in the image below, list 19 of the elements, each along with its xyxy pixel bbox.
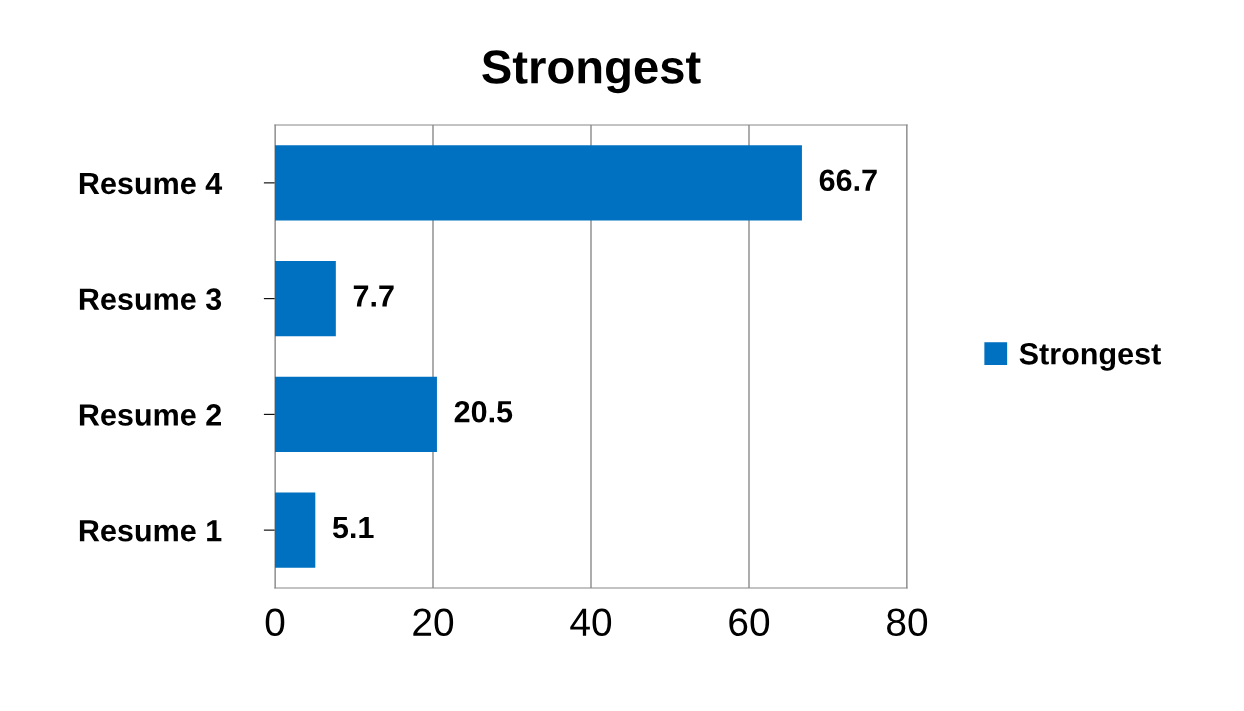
y-tick-label: Resume 1	[79, 520, 222, 542]
bar	[275, 492, 316, 568]
chart-title: Strongest	[482, 50, 701, 94]
x-tick-label: 80	[887, 608, 928, 637]
y-tick-label: Resume 2	[79, 404, 222, 426]
x-tick-label: 60	[729, 608, 770, 637]
bar	[275, 145, 802, 221]
legend-label: Strongest	[1019, 343, 1161, 371]
data-label: 20.5	[454, 400, 513, 423]
x-tick-label: 40	[570, 608, 612, 637]
bar	[275, 261, 336, 337]
y-tick-label: Resume 4	[79, 172, 223, 195]
bar	[275, 376, 437, 452]
x-tick-label: 0	[265, 608, 285, 637]
data-label: 5.1	[332, 517, 374, 539]
data-label: 66.7	[819, 169, 877, 192]
data-label: 7.7	[353, 285, 394, 307]
x-tick-label: 20	[413, 608, 454, 637]
y-tick-label: Resume 3	[79, 288, 222, 311]
